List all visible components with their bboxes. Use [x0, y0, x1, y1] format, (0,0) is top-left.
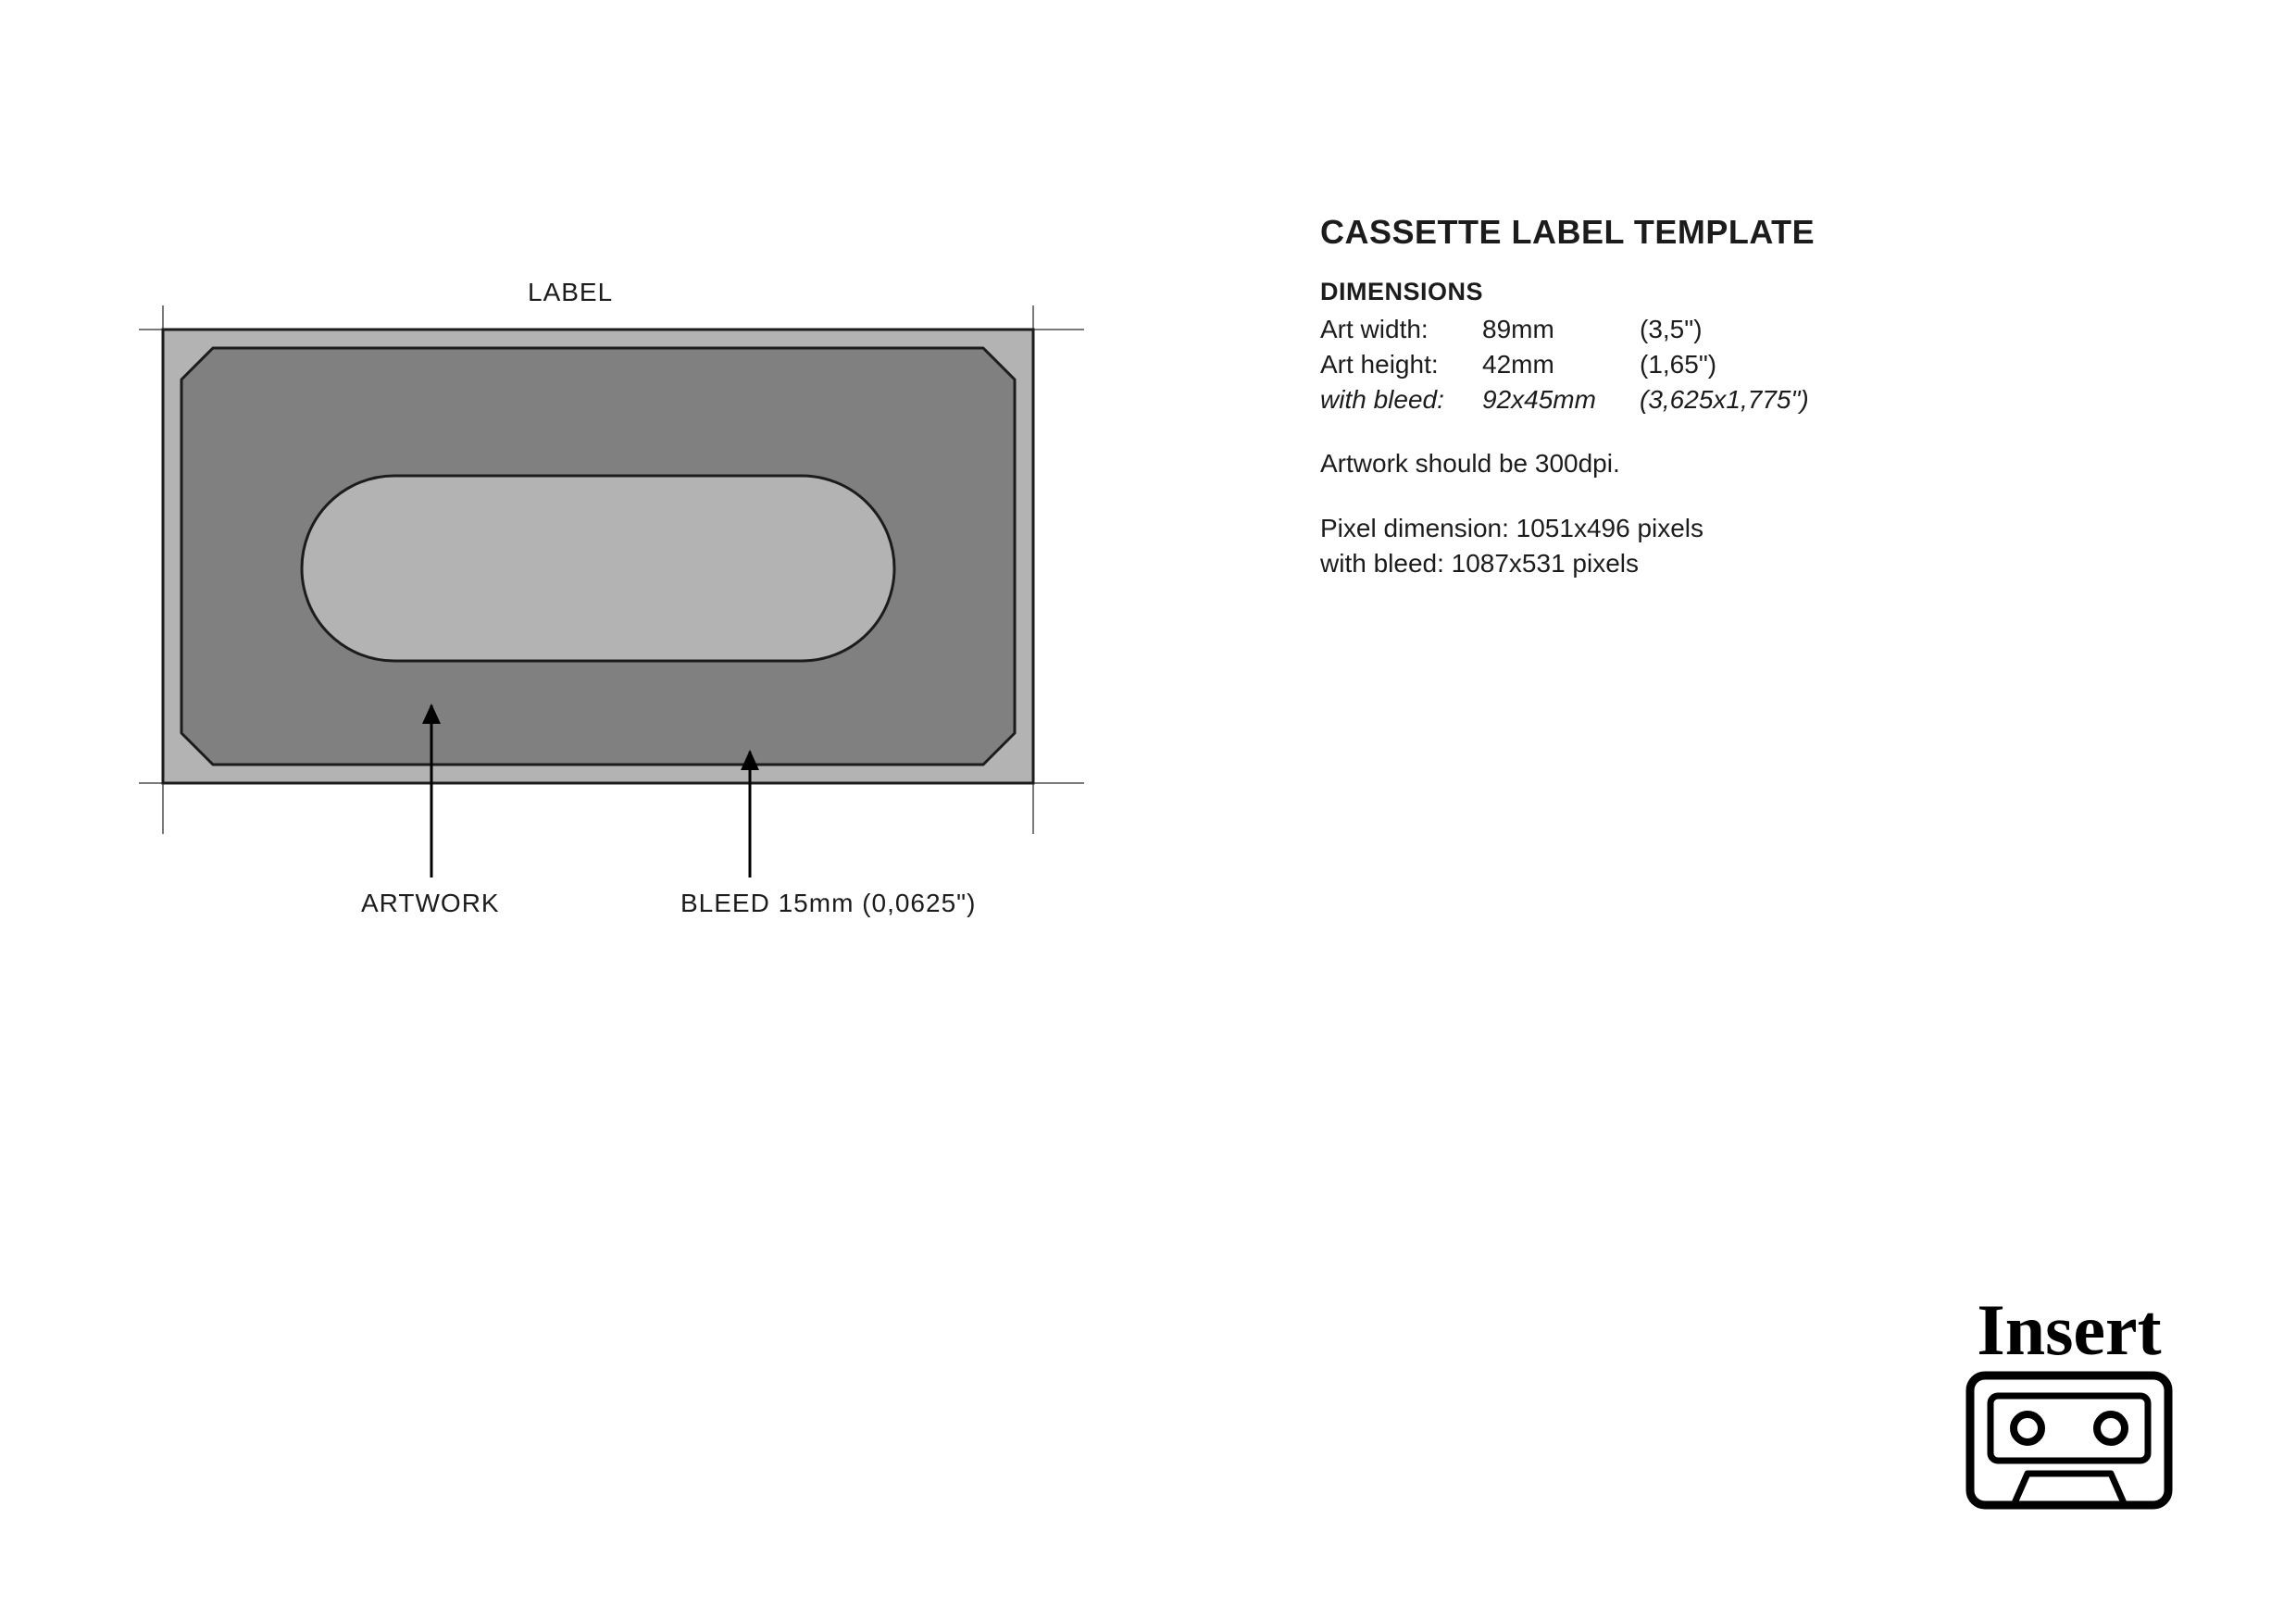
dim-in: (3,625x1,775"): [1640, 382, 1809, 417]
label-bleed: BLEED 15mm (0,0625"): [680, 889, 976, 918]
pixel-notes: Pixel dimension: 1051x496 pixels with bl…: [1320, 511, 2153, 581]
dim-in: (3,5"): [1640, 312, 1703, 347]
dim-mm: 92x45mm: [1482, 382, 1640, 417]
dim-row: Art height:42mm(1,65"): [1320, 347, 2153, 382]
label-artwork: ARTWORK: [361, 889, 500, 918]
dimensions-table: Art width:89mm(3,5")Art height:42mm(1,65…: [1320, 312, 2153, 417]
label-top: LABEL: [528, 278, 613, 307]
dim-row: Art width:89mm(3,5"): [1320, 312, 2153, 347]
template-diagram: LABEL ARTWORK BLEED 15mm (0,0625"): [139, 305, 1102, 940]
insert-logo: Insert: [1963, 1294, 2176, 1516]
dimensions-heading: DIMENSIONS: [1320, 278, 2153, 306]
dim-in: (1,65"): [1640, 347, 1716, 382]
dim-mm: 42mm: [1482, 347, 1640, 382]
dim-row: with bleed:92x45mm(3,625x1,775"): [1320, 382, 2153, 417]
dim-label: Art width:: [1320, 312, 1482, 347]
page-title: CASSETTE LABEL TEMPLATE: [1320, 213, 2153, 252]
dim-mm: 89mm: [1482, 312, 1640, 347]
pixel-note-2: with bleed: 1087x531 pixels: [1320, 546, 2153, 581]
logo-text: Insert: [1963, 1294, 2176, 1366]
dim-label: Art height:: [1320, 347, 1482, 382]
pixel-note-1: Pixel dimension: 1051x496 pixels: [1320, 511, 2153, 546]
cassette-icon: [1963, 1368, 2176, 1512]
info-panel: CASSETTE LABEL TEMPLATE DIMENSIONS Art w…: [1320, 213, 2153, 581]
dim-label: with bleed:: [1320, 382, 1482, 417]
cassette-label-svg: [139, 305, 1102, 935]
dpi-note: Artwork should be 300dpi.: [1320, 446, 2153, 481]
